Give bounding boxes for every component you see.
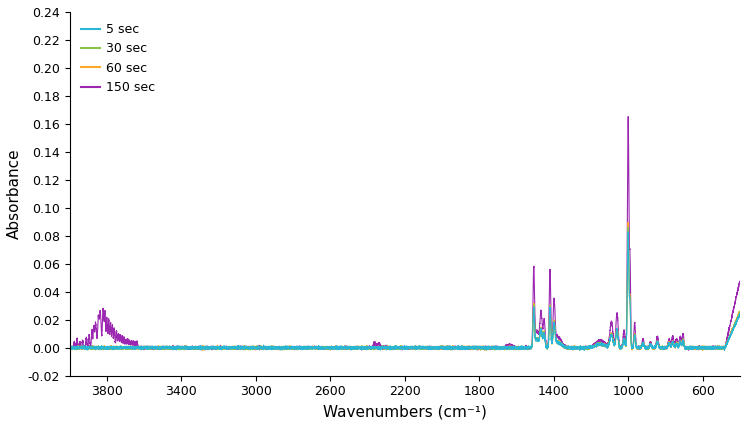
5 sec [68,346,77,351]
30 sec [65,345,74,350]
60 sec [105,346,114,351]
Legend: 5 sec, 30 sec, 60 sec, 150 sec: 5 sec, 30 sec, 60 sec, 150 sec [76,18,160,99]
150 sec [393,346,402,351]
60 sec [735,309,744,314]
30 sec [700,345,709,351]
Line: 5 sec: 5 sec [69,232,740,351]
5 sec [700,345,709,350]
5 sec [624,229,633,234]
30 sec [196,344,205,349]
150 sec [105,331,114,337]
150 sec [68,345,77,350]
5 sec [105,345,114,351]
60 sec [68,345,77,351]
30 sec [93,346,102,351]
5 sec [196,345,205,351]
30 sec [68,345,77,351]
150 sec [735,279,744,285]
60 sec [65,346,74,351]
30 sec [735,310,744,315]
60 sec [624,220,633,225]
150 sec [65,345,74,350]
60 sec [700,345,709,351]
X-axis label: Wavenumbers (cm⁻¹): Wavenumbers (cm⁻¹) [323,404,487,419]
5 sec [93,345,102,350]
Line: 60 sec: 60 sec [69,222,740,351]
5 sec [393,345,402,350]
150 sec [196,345,205,350]
Y-axis label: Absorbance: Absorbance [7,149,22,239]
5 sec [735,311,744,317]
60 sec [393,345,402,350]
Line: 30 sec: 30 sec [69,227,740,350]
150 sec [93,332,102,337]
30 sec [105,345,114,350]
60 sec [93,346,102,351]
30 sec [393,345,402,350]
150 sec [624,114,633,119]
5 sec [65,345,74,350]
5 sec [720,348,729,353]
30 sec [482,348,491,353]
30 sec [624,225,633,230]
60 sec [196,345,205,351]
Line: 150 sec: 150 sec [69,117,740,350]
150 sec [684,348,693,353]
150 sec [700,345,709,351]
60 sec [698,348,707,353]
